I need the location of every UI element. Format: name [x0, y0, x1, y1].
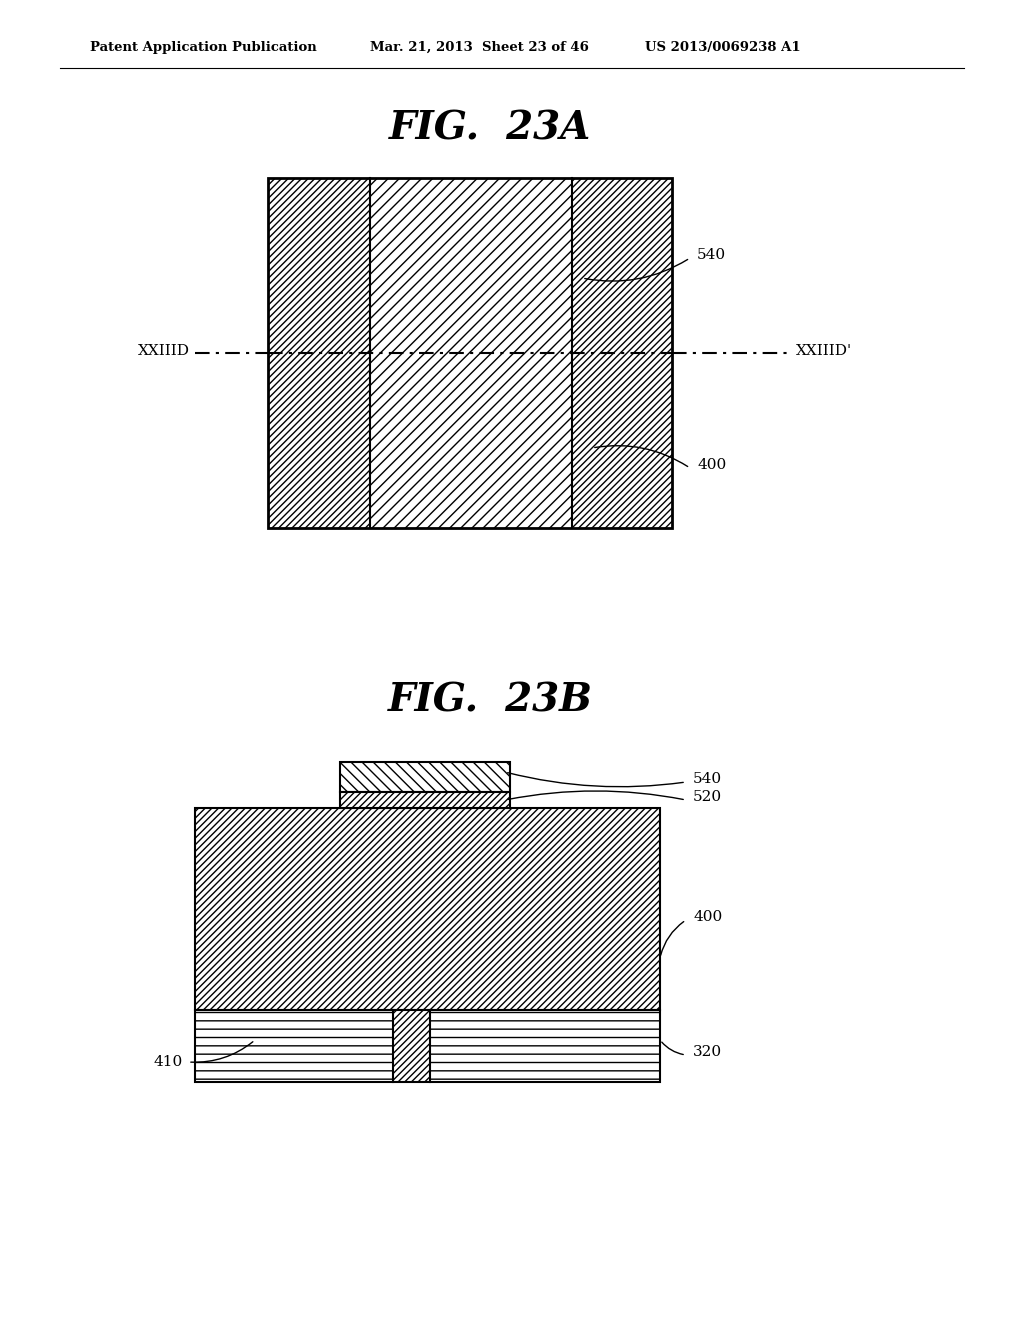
Text: Mar. 21, 2013  Sheet 23 of 46: Mar. 21, 2013 Sheet 23 of 46: [370, 41, 589, 54]
Bar: [340, 762, 510, 792]
Bar: [268, 178, 370, 528]
Bar: [195, 1010, 393, 1082]
Text: US 2013/0069238 A1: US 2013/0069238 A1: [645, 41, 801, 54]
Bar: [268, 178, 672, 528]
Bar: [195, 1010, 393, 1082]
Bar: [340, 792, 510, 808]
Bar: [430, 1010, 660, 1082]
Text: 320: 320: [693, 1045, 722, 1059]
Text: XXIIID': XXIIID': [796, 345, 852, 358]
Bar: [340, 792, 510, 808]
Bar: [393, 1010, 430, 1082]
Bar: [268, 178, 672, 528]
Text: 520: 520: [693, 789, 722, 804]
Bar: [195, 808, 660, 1010]
Bar: [195, 808, 660, 1010]
Text: 410: 410: [154, 1055, 183, 1069]
Text: 540: 540: [697, 248, 726, 261]
Bar: [393, 1010, 430, 1082]
Text: Patent Application Publication: Patent Application Publication: [90, 41, 316, 54]
Text: 400: 400: [693, 909, 722, 924]
Bar: [340, 762, 510, 792]
Text: 400: 400: [697, 458, 726, 473]
Bar: [430, 1010, 660, 1082]
Text: 540: 540: [693, 772, 722, 785]
Bar: [195, 1010, 660, 1082]
Text: FIG.  23B: FIG. 23B: [387, 681, 593, 719]
Bar: [572, 178, 672, 528]
Text: XXIIID: XXIIID: [138, 345, 190, 358]
Bar: [370, 178, 572, 528]
Text: FIG.  23A: FIG. 23A: [389, 110, 591, 147]
